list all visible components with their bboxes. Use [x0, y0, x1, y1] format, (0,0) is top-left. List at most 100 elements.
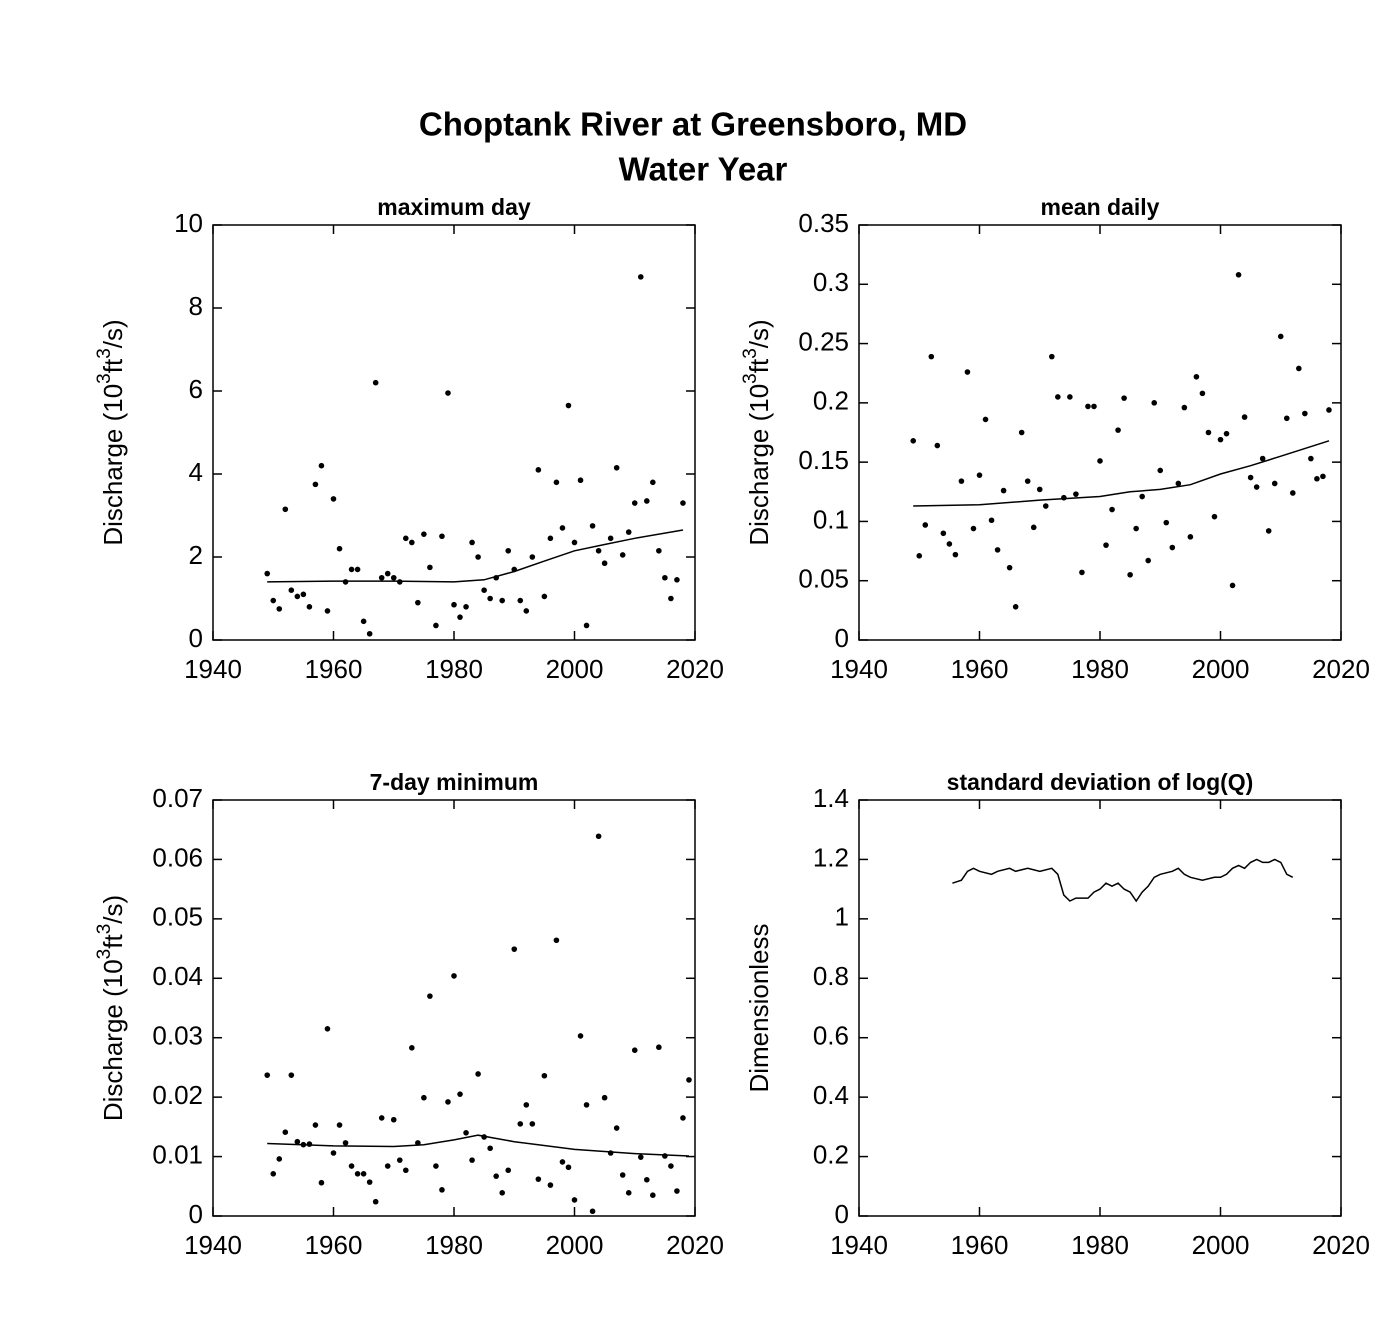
data-point — [529, 1121, 536, 1127]
data-point — [559, 1159, 566, 1165]
data-point — [529, 554, 536, 560]
y-tick-label: 0.01 — [152, 1139, 203, 1169]
data-point — [547, 535, 554, 542]
data-point — [1030, 524, 1037, 531]
data-point — [565, 1164, 572, 1171]
data-point — [1211, 513, 1218, 520]
data-point — [1079, 569, 1085, 576]
y-tick-label: 0.15 — [798, 445, 849, 475]
data-point — [958, 478, 965, 484]
data-point — [1283, 415, 1290, 422]
data-point — [457, 614, 463, 620]
data-point — [1018, 429, 1025, 436]
data-point — [1320, 473, 1326, 480]
data-point — [1085, 403, 1091, 410]
x-tick-label: 1960 — [305, 1230, 363, 1260]
y-tick-label: 0.4 — [813, 1080, 849, 1110]
y-axis-label-part: 3 — [94, 924, 115, 935]
data-point — [619, 552, 626, 558]
x-tick-label: 1980 — [1071, 1230, 1129, 1260]
data-point — [342, 579, 349, 585]
data-point — [1193, 373, 1200, 380]
data-point — [595, 833, 602, 840]
data-point — [372, 379, 379, 386]
data-point — [1139, 493, 1145, 500]
data-point — [324, 608, 331, 614]
data-point — [964, 369, 971, 375]
data-point — [270, 1171, 277, 1177]
data-point — [637, 1154, 644, 1160]
y-tick-label: 0.3 — [813, 267, 849, 297]
data-point — [547, 1182, 554, 1188]
x-tick-label: 2000 — [1192, 654, 1250, 684]
data-point — [982, 416, 989, 423]
data-point — [523, 1102, 530, 1108]
data-point — [680, 500, 686, 506]
data-point — [511, 946, 518, 952]
data-point — [601, 1094, 608, 1101]
data-point — [427, 564, 433, 571]
data-point — [1042, 503, 1049, 509]
data-point — [336, 1122, 343, 1128]
data-point — [650, 479, 656, 486]
y-axis-label-part: 3 — [94, 373, 115, 384]
data-point — [934, 442, 941, 449]
data-point — [469, 539, 475, 546]
x-tick-label: 1980 — [425, 1230, 483, 1260]
data-point — [493, 1173, 499, 1179]
y-axis-label: Discharge (103ft3/s) — [740, 319, 774, 545]
data-point — [378, 574, 385, 581]
y-tick-label: 4 — [189, 457, 203, 487]
data-point — [1145, 557, 1151, 564]
y-tick-label: 0.2 — [813, 1139, 849, 1169]
data-point — [1241, 414, 1248, 420]
data-point — [1253, 484, 1260, 490]
y-axis-label: Discharge (103ft3/s) — [94, 319, 128, 545]
y-tick-label: 0.05 — [798, 564, 849, 594]
data-point — [1133, 525, 1139, 532]
x-tick-label: 1940 — [830, 1230, 888, 1260]
data-point — [650, 1192, 656, 1198]
data-point — [439, 533, 445, 540]
data-point — [662, 1153, 668, 1159]
data-point — [499, 597, 506, 604]
y-tick-label: 0 — [835, 1199, 849, 1229]
data-point — [336, 545, 343, 552]
data-point — [1205, 429, 1212, 436]
data-line — [952, 858, 1294, 903]
data-point — [505, 547, 512, 554]
data-point — [1006, 564, 1013, 571]
y-tick-label: 0.25 — [798, 326, 849, 356]
data-point — [1055, 394, 1061, 400]
data-point — [312, 1122, 319, 1128]
y-axis-label-part: /s) — [98, 319, 128, 348]
data-point — [656, 1044, 662, 1051]
data-point — [318, 462, 325, 469]
data-point — [318, 1179, 325, 1186]
data-point — [1000, 487, 1007, 494]
data-point — [553, 937, 560, 944]
data-point — [517, 1121, 524, 1127]
x-tick-label: 1960 — [951, 1230, 1009, 1260]
y-tick-label: 0.06 — [152, 842, 203, 872]
data-point — [288, 1072, 295, 1078]
data-point — [583, 622, 590, 629]
data-point — [264, 1072, 271, 1078]
data-point — [1157, 467, 1164, 474]
y-tick-label: 0 — [189, 623, 203, 653]
y-tick-label: 0.04 — [152, 961, 203, 991]
data-point — [306, 604, 313, 610]
data-point — [644, 1176, 650, 1183]
data-point — [421, 1094, 427, 1101]
panel-title: mean daily — [1041, 194, 1160, 220]
x-tick-label: 2000 — [546, 654, 604, 684]
data-point — [1103, 542, 1109, 548]
y-tick-label: 0.35 — [798, 208, 849, 238]
x-tick-label: 1980 — [1071, 654, 1129, 684]
trend-line — [267, 1134, 690, 1157]
data-point — [970, 525, 977, 532]
data-point — [589, 1208, 596, 1215]
data-point — [1223, 430, 1230, 437]
data-point — [541, 1072, 548, 1079]
data-point — [1326, 407, 1332, 413]
